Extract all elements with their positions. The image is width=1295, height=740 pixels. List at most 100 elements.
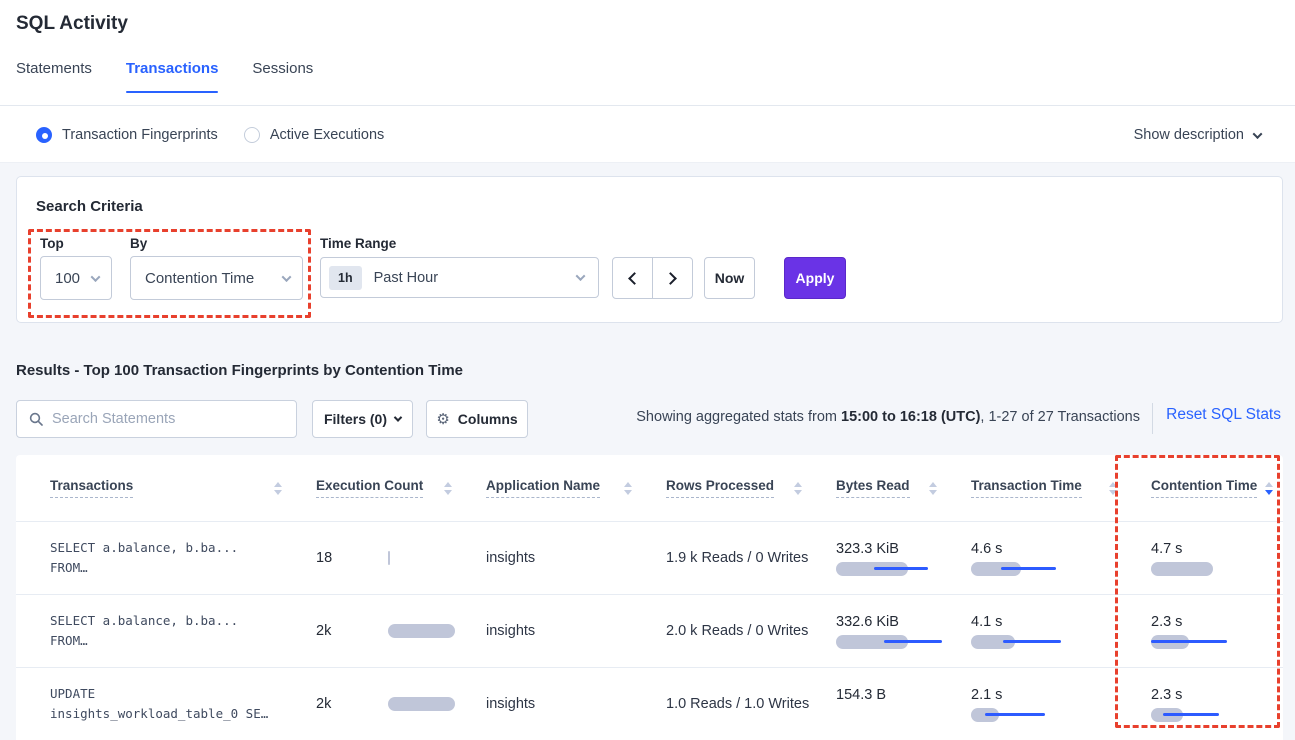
time-range-value: Past Hour <box>373 269 439 286</box>
execution-count-cell: 18 <box>300 522 470 594</box>
column-header-rows-processed[interactable]: Rows Processed <box>650 455 820 521</box>
sort-icon <box>444 481 452 495</box>
contention-time-bar <box>1151 561 1271 576</box>
radio-active-executions[interactable]: Active Executions <box>243 127 385 143</box>
transaction-time-cell: 4.6 s <box>955 522 1135 594</box>
gear-icon: ⚙ <box>436 411 450 428</box>
top-select[interactable]: 100 <box>40 256 112 300</box>
transaction-time-cell: 4.1 s <box>955 595 1135 667</box>
chevron-right-icon <box>664 271 677 285</box>
toolbar-divider <box>1152 403 1153 434</box>
by-select[interactable]: Contention Time <box>130 256 303 300</box>
app-header: SQL Activity Statements Transactions Ses… <box>0 0 1295 106</box>
column-header-transactions[interactable]: Transactions <box>16 455 300 521</box>
execution-count-bar <box>388 624 488 638</box>
view-toggle-strip: Transaction Fingerprints Active Executio… <box>0 107 1295 163</box>
chevron-down-icon <box>1252 128 1263 139</box>
transaction-statement-link[interactable]: UPDATE insights_workload_table_0 SE… <box>50 686 269 721</box>
filters-button[interactable]: Filters (0) <box>312 400 413 438</box>
time-next-button[interactable] <box>652 258 692 298</box>
sort-icon <box>1109 481 1117 495</box>
radio-unselected-icon <box>243 127 260 143</box>
chevron-down-icon <box>575 271 586 282</box>
application-name-cell: insights <box>486 550 536 566</box>
bytes-read-bar <box>836 634 956 649</box>
rows-processed-cell: 2.0 k Reads / 0 Writes <box>666 623 809 639</box>
top-select-value: 100 <box>55 269 81 287</box>
transaction-statement-link[interactable]: SELECT a.balance, b.ba... FROM… <box>50 613 239 648</box>
radio-transaction-fingerprints[interactable]: Transaction Fingerprints <box>36 127 218 143</box>
show-description-label: Show description <box>1133 127 1244 143</box>
execution-count-cell: 2k <box>300 668 470 740</box>
column-header-bytes-read[interactable]: Bytes Read <box>820 455 955 521</box>
contention-time-cell: 2.3 s <box>1135 668 1283 740</box>
bytes-read-cell: 323.3 KiB <box>820 522 955 594</box>
tab-statements[interactable]: Statements <box>16 60 92 77</box>
search-criteria-card <box>16 176 1283 323</box>
sort-icon <box>274 481 282 495</box>
contention-time-bar <box>1151 634 1271 649</box>
chevron-down-icon <box>393 413 403 422</box>
columns-label: Columns <box>457 411 518 427</box>
radio-selected-icon <box>36 127 52 143</box>
now-button[interactable]: Now <box>704 257 755 299</box>
transaction-time-bar <box>971 561 1091 576</box>
search-statements-field <box>16 400 297 438</box>
contention-time-bar <box>1151 707 1271 722</box>
radio-label: Transaction Fingerprints <box>62 127 218 143</box>
chevron-down-icon <box>281 271 292 282</box>
bytes-read-cell: 332.6 KiB <box>820 595 955 667</box>
bytes-read-bar <box>836 561 956 576</box>
rows-processed-cell: 1.0 Reads / 1.0 Writes <box>666 696 810 712</box>
aggregated-stats-text: Showing aggregated stats from 15:00 to 1… <box>636 409 1140 425</box>
application-name-cell: insights <box>486 696 536 712</box>
transaction-statement-link[interactable]: SELECT a.balance, b.ba... FROM… <box>50 540 239 575</box>
application-name-cell: insights <box>486 623 536 639</box>
rows-processed-cell: 1.9 k Reads / 0 Writes <box>666 550 809 566</box>
sort-icon <box>929 481 937 495</box>
transaction-time-bar <box>971 634 1091 649</box>
time-prev-button[interactable] <box>613 258 652 298</box>
chevron-down-icon <box>90 271 101 282</box>
radio-label: Active Executions <box>269 127 385 143</box>
by-select-value: Contention Time <box>145 269 255 287</box>
column-header-contention-time[interactable]: Contention Time <box>1135 455 1283 521</box>
column-header-execution-count[interactable]: Execution Count <box>300 455 470 521</box>
time-range-label: Time Range <box>320 236 397 251</box>
bytes-read-bar <box>836 708 956 722</box>
execution-count-bar <box>388 551 488 565</box>
transaction-time-cell: 2.1 s <box>955 668 1135 740</box>
sort-icon <box>624 481 632 495</box>
sort-icon <box>794 481 802 495</box>
columns-button[interactable]: ⚙ Columns <box>426 400 528 438</box>
contention-time-cell: 2.3 s <box>1135 595 1283 667</box>
reset-sql-stats-link[interactable]: Reset SQL Stats <box>1166 406 1281 423</box>
search-statements-input[interactable] <box>52 411 284 427</box>
show-description-toggle[interactable]: Show description <box>1133 107 1263 163</box>
search-criteria-heading: Search Criteria <box>36 198 143 215</box>
sort-icon-active <box>1265 481 1274 495</box>
apply-button[interactable]: Apply <box>784 257 846 299</box>
tab-sessions[interactable]: Sessions <box>252 60 314 77</box>
execution-count-cell: 2k <box>300 595 470 667</box>
time-nav-group <box>612 257 693 299</box>
table-row: UPDATE insights_workload_table_0 SE… 2k … <box>16 668 1283 740</box>
search-icon <box>29 412 43 426</box>
tab-bar: Statements Transactions Sessions <box>16 60 313 93</box>
chevron-left-icon <box>628 271 641 285</box>
column-header-transaction-time[interactable]: Transaction Time <box>955 455 1135 521</box>
table-row: SELECT a.balance, b.ba... FROM… 2k insig… <box>16 595 1283 668</box>
page-title: SQL Activity <box>16 13 128 34</box>
by-label: By <box>130 236 148 251</box>
top-label: Top <box>40 236 64 251</box>
transactions-table: Transactions Execution Count Application… <box>16 455 1283 740</box>
bytes-read-cell: 154.3 B <box>820 668 955 740</box>
time-range-select[interactable]: 1h Past Hour <box>320 257 599 298</box>
view-toggle-group: Transaction Fingerprints Active Executio… <box>36 107 384 163</box>
tab-transactions[interactable]: Transactions <box>125 60 218 93</box>
execution-count-bar <box>388 697 488 711</box>
column-header-application-name[interactable]: Application Name <box>470 455 650 521</box>
filters-label: Filters (0) <box>323 411 387 427</box>
table-row: SELECT a.balance, b.ba... FROM… 18 insig… <box>16 522 1283 595</box>
time-range-badge: 1h <box>329 265 362 290</box>
